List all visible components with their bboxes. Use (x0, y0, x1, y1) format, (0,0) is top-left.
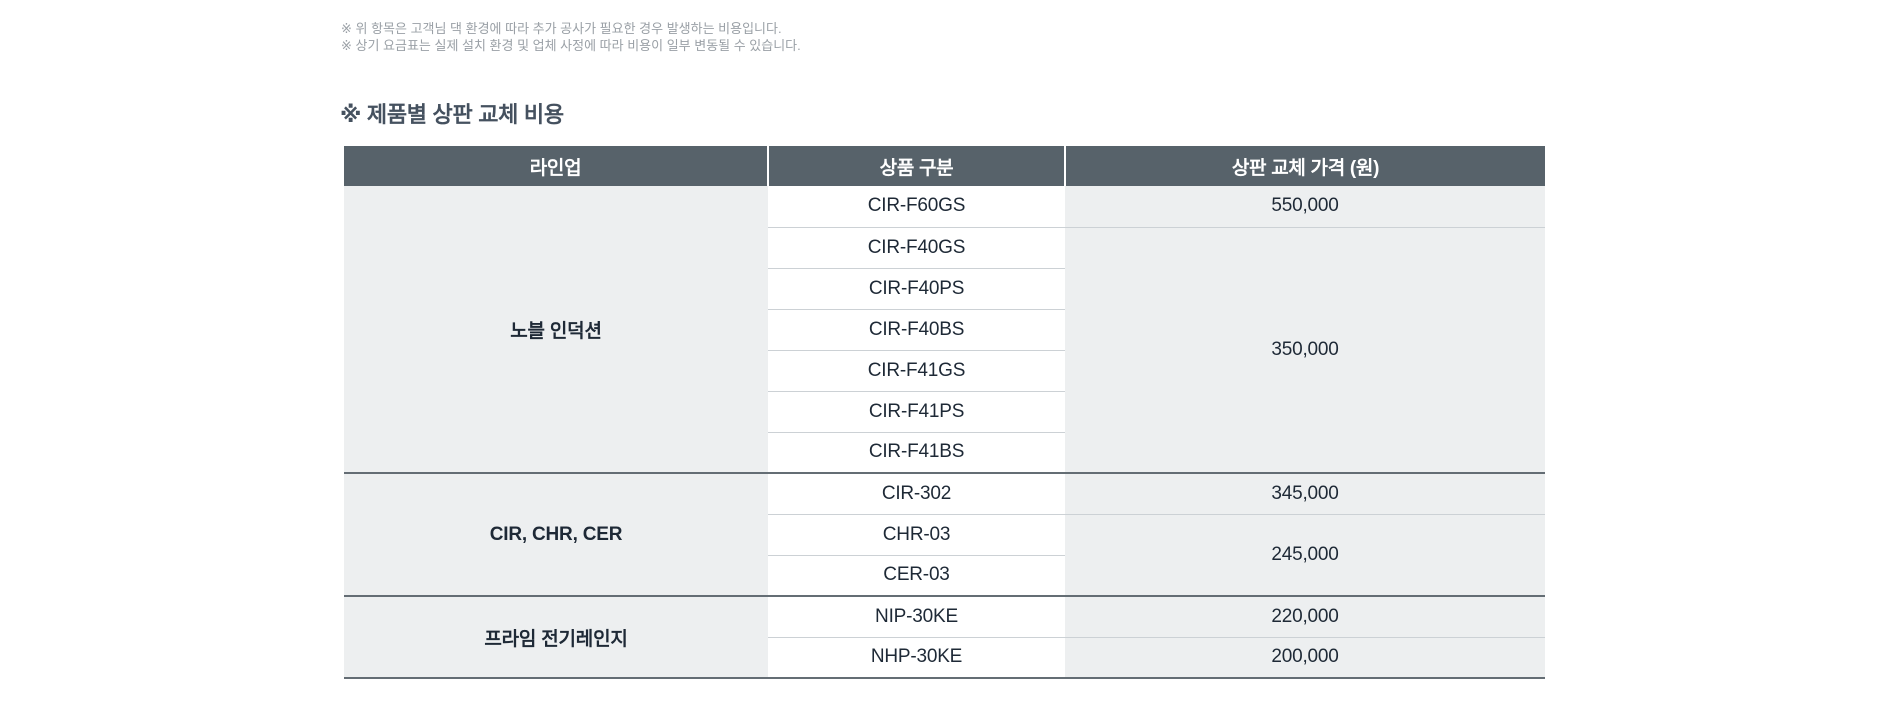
price-cell: 550,000 (1065, 186, 1545, 228)
lineup-cell: 노블 인덕션 (344, 186, 768, 474)
table-row: CER-03 (344, 555, 1545, 597)
price-cell: 245,000 (1065, 514, 1545, 597)
price-cell: 220,000 (1065, 596, 1545, 638)
model-cell: NHP-30KE (768, 637, 1065, 679)
model-cell: CIR-F41PS (768, 391, 1065, 433)
table-row: 노블 인덕션 CIR-F60GS 550,000 (344, 186, 1545, 474)
table-row: CHR-03 245,000 (344, 514, 1545, 597)
lineup-cell: CIR, CHR, CER (344, 473, 768, 597)
model-cell: CER-03 (768, 555, 1065, 597)
model-cell: CIR-F41GS (768, 350, 1065, 392)
model-cell: CIR-302 (768, 473, 1065, 515)
table-row: CIR-F41PS (344, 391, 1545, 433)
model-cell: NIP-30KE (768, 596, 1065, 638)
model-cell: CHR-03 (768, 514, 1065, 556)
price-cell: 350,000 (1065, 227, 1545, 474)
disclaimer-note-2: ※ 상기 요금표는 실제 설치 환경 및 업체 사정에 따라 비용이 일부 변동… (341, 38, 801, 53)
model-cell: CIR-F40PS (768, 268, 1065, 310)
disclaimer-note-1: ※ 위 항목은 고객님 댁 환경에 따라 추가 공사가 필요한 경우 발생하는 … (341, 21, 782, 36)
disclaimer-notes: ※ 위 항목은 고객님 댁 환경에 따라 추가 공사가 필요한 경우 발생하는 … (341, 20, 801, 54)
model-cell: CIR-F40BS (768, 309, 1065, 351)
price-cell: 200,000 (1065, 637, 1545, 679)
price-cell: 345,000 (1065, 473, 1545, 515)
table-row: CIR-F40GS 350,000 (344, 227, 1545, 474)
header-lineup: 라인업 (344, 146, 768, 186)
lineup-cell: 프라임 전기레인지 (344, 596, 768, 679)
header-product: 상품 구분 (767, 146, 1065, 186)
header-price: 상판 교체 가격 (원) (1064, 146, 1545, 186)
section-title: ※ 제품별 상판 교체 비용 (340, 102, 564, 127)
table-row: CIR-F41BS (344, 432, 1545, 474)
table-row: NHP-30KE 200,000 (344, 637, 1545, 679)
model-cell: CIR-F60GS (768, 186, 1065, 228)
table-row: CIR-F40PS (344, 268, 1545, 310)
table-body: 노블 인덕션 CIR-F60GS 550,000 CIR-F40GS 350,000 CI… (344, 186, 1545, 679)
table-row: CIR, CHR, CER CIR-302 345,000 (344, 473, 1545, 597)
table-header-row: 라인업 상품 구분 상판 교체 가격 (원) (344, 146, 1545, 186)
table-row: CIR-F40BS (344, 309, 1545, 351)
table-row: 프라임 전기레인지 NIP-30KE 220,000 (344, 596, 1545, 679)
model-cell: CIR-F40GS (768, 227, 1065, 269)
table-row: CIR-F41GS (344, 350, 1545, 392)
replacement-price-table: 라인업 상품 구분 상판 교체 가격 (원) 노블 인덕션 CIR-F60GS 55… (344, 146, 1545, 679)
model-cell: CIR-F41BS (768, 432, 1065, 474)
